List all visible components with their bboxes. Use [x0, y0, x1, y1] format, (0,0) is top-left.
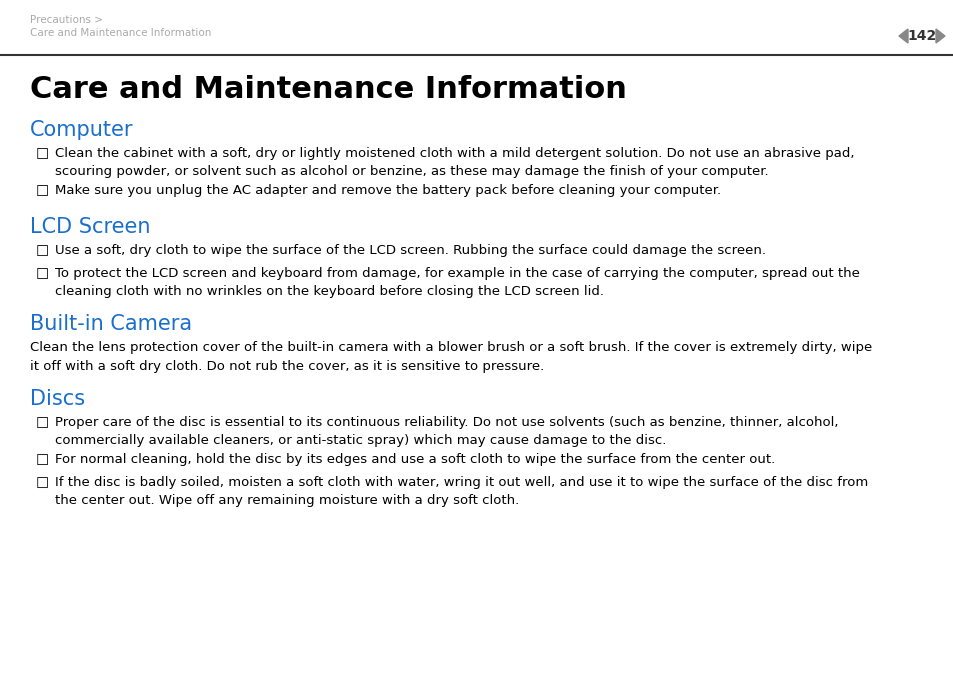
- Text: Built-in Camera: Built-in Camera: [30, 314, 192, 334]
- Text: If the disc is badly soiled, moisten a soft cloth with water, wring it out well,: If the disc is badly soiled, moisten a s…: [55, 476, 867, 508]
- Text: Clean the lens protection cover of the built-in camera with a blower brush or a : Clean the lens protection cover of the b…: [30, 341, 871, 373]
- Text: ☐: ☐: [36, 453, 49, 468]
- Text: 142: 142: [906, 29, 936, 43]
- Text: Discs: Discs: [30, 389, 85, 409]
- Text: ☐: ☐: [36, 267, 49, 282]
- Text: Care and Maintenance Information: Care and Maintenance Information: [30, 28, 212, 38]
- Text: To protect the LCD screen and keyboard from damage, for example in the case of c: To protect the LCD screen and keyboard f…: [55, 267, 859, 299]
- Text: Use a soft, dry cloth to wipe the surface of the LCD screen. Rubbing the surface: Use a soft, dry cloth to wipe the surfac…: [55, 244, 765, 257]
- Text: ☐: ☐: [36, 147, 49, 162]
- Text: Proper care of the disc is essential to its continuous reliability. Do not use s: Proper care of the disc is essential to …: [55, 416, 838, 448]
- Text: LCD Screen: LCD Screen: [30, 217, 151, 237]
- Text: ☐: ☐: [36, 416, 49, 431]
- Text: Care and Maintenance Information: Care and Maintenance Information: [30, 75, 626, 104]
- Polygon shape: [898, 29, 907, 43]
- Text: ☐: ☐: [36, 244, 49, 259]
- Polygon shape: [935, 29, 944, 43]
- Text: For normal cleaning, hold the disc by its edges and use a soft cloth to wipe the: For normal cleaning, hold the disc by it…: [55, 453, 775, 466]
- Text: Precautions >: Precautions >: [30, 15, 103, 25]
- Text: ☐: ☐: [36, 185, 49, 200]
- Text: Computer: Computer: [30, 120, 133, 140]
- Text: Clean the cabinet with a soft, dry or lightly moistened cloth with a mild deterg: Clean the cabinet with a soft, dry or li…: [55, 147, 854, 179]
- Text: ☐: ☐: [36, 476, 49, 491]
- Text: Make sure you unplug the AC adapter and remove the battery pack before cleaning : Make sure you unplug the AC adapter and …: [55, 185, 720, 197]
